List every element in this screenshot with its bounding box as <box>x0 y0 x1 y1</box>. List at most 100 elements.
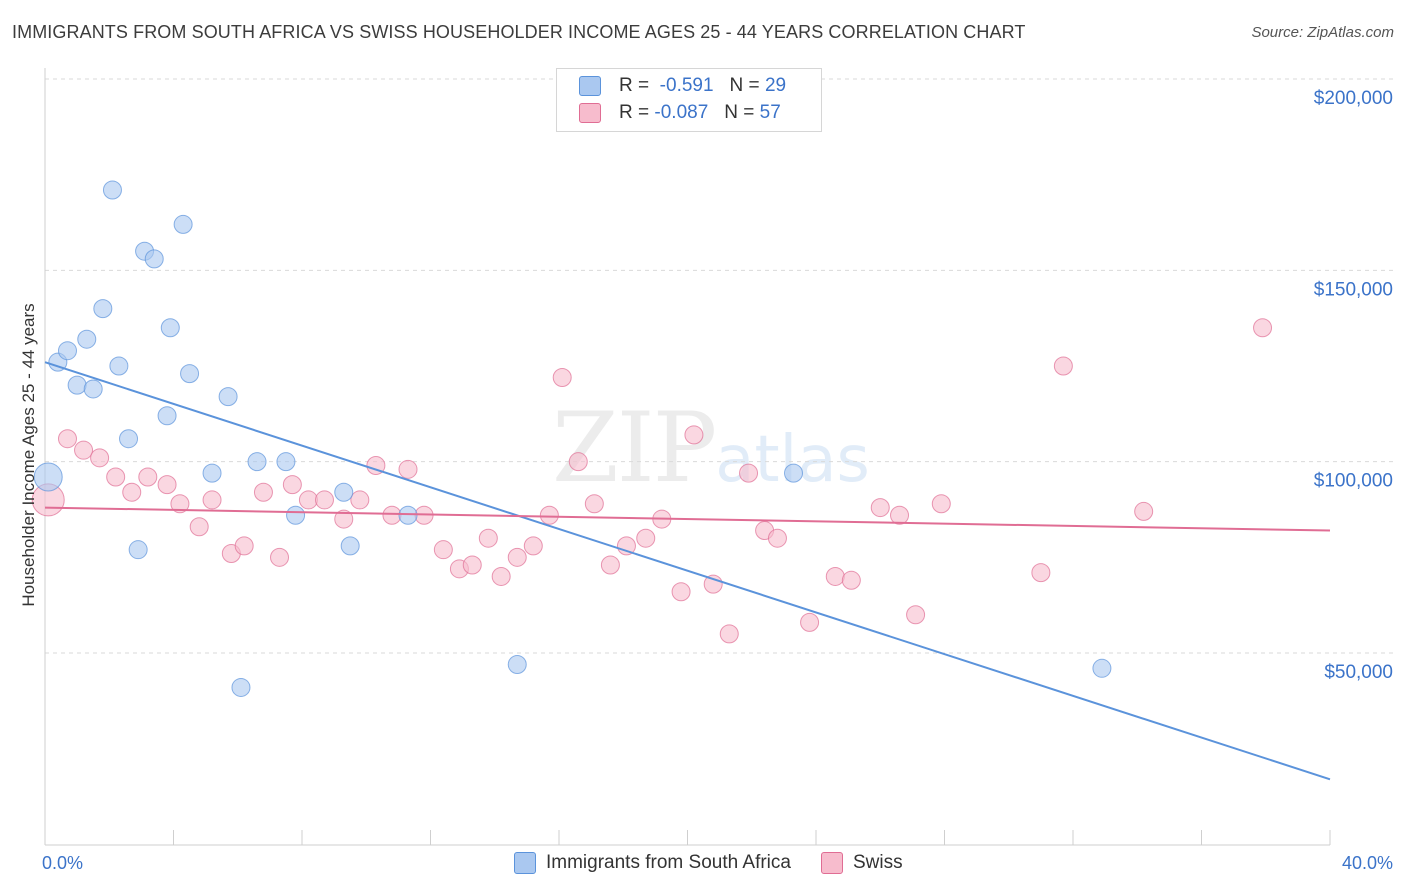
data-point <box>462 555 482 575</box>
data-point <box>334 482 354 502</box>
data-point <box>398 459 418 479</box>
data-point <box>382 505 402 525</box>
legend-r-label: R = <box>619 102 650 123</box>
data-point <box>568 452 588 472</box>
data-point <box>202 463 222 483</box>
data-point <box>1253 318 1273 338</box>
data-point <box>57 429 77 449</box>
x-tick-label: 0.0% <box>42 853 83 873</box>
legend-row-swiss: R = -0.087 N = 57 <box>579 100 781 126</box>
data-point <box>93 299 113 319</box>
y-tick-label: $50,000 <box>1324 662 1393 683</box>
data-point <box>157 406 177 426</box>
legend-n-label: N = <box>729 75 760 96</box>
data-point <box>507 654 527 674</box>
legend-r-label: R = <box>619 75 650 96</box>
chart-title: IMMIGRANTS FROM SOUTH AFRICA VS SWISS HO… <box>12 22 1026 42</box>
data-point <box>552 367 572 387</box>
data-point <box>77 329 97 349</box>
data-point <box>800 612 820 632</box>
data-point <box>314 490 334 510</box>
data-point <box>600 555 620 575</box>
data-point <box>507 547 527 567</box>
data-point <box>282 475 302 495</box>
watermark-zip: ZIP <box>552 392 717 504</box>
data-point <box>128 540 148 560</box>
data-point <box>247 452 267 472</box>
series-label-swiss: Swiss <box>852 852 903 873</box>
data-point <box>270 547 290 567</box>
grid-lines <box>45 78 1395 654</box>
data-point <box>1092 658 1112 678</box>
watermark: ZIPatlas <box>552 392 870 504</box>
data-point <box>83 379 103 399</box>
data-point <box>138 467 158 487</box>
data-point <box>170 494 190 514</box>
data-point <box>584 494 604 514</box>
legend-r-value: -0.087 <box>654 102 709 123</box>
legend-n-value: 57 <box>759 102 781 123</box>
data-point <box>102 180 122 200</box>
data-point <box>57 341 77 361</box>
watermark-atlas: atlas <box>715 423 870 497</box>
trend-line <box>44 506 1331 532</box>
series-label-south-africa: Immigrants from South Africa <box>546 852 791 873</box>
data-point <box>74 440 94 460</box>
x-tick-label: 40.0% <box>1342 853 1393 873</box>
data-point <box>825 566 845 586</box>
data-point <box>870 498 890 518</box>
data-point <box>106 467 126 487</box>
data-point <box>144 249 164 269</box>
legend-n-value: 29 <box>764 75 787 96</box>
data-point <box>739 463 759 483</box>
data-point <box>231 677 251 697</box>
data-point <box>234 536 254 556</box>
data-point <box>684 425 704 445</box>
x-tick-labels: 0.0% 40.0% <box>42 853 1393 873</box>
series-swatch-south-africa <box>514 852 536 874</box>
data-point <box>160 318 180 338</box>
data-point <box>784 463 804 483</box>
legend-row-south-africa: R = -0.591 N = 29 <box>579 73 786 99</box>
legend-n-label: N = <box>724 102 755 123</box>
data-point <box>67 375 87 395</box>
trend-lines <box>44 361 1331 781</box>
axes <box>44 68 1331 846</box>
data-points <box>31 180 1273 697</box>
data-point <box>180 364 200 384</box>
y-tick-label: $200,000 <box>1314 88 1393 109</box>
data-point <box>157 475 177 495</box>
data-point <box>767 528 787 548</box>
data-point <box>33 462 63 492</box>
data-point <box>189 517 209 537</box>
series-legend-swiss[interactable]: Swiss <box>820 852 903 874</box>
data-point <box>841 570 861 590</box>
y-tick-label: $150,000 <box>1314 279 1393 300</box>
data-point <box>931 494 951 514</box>
legend-swatch-swiss <box>579 103 601 123</box>
data-point <box>1134 501 1154 521</box>
data-point <box>202 490 222 510</box>
data-point <box>286 505 306 525</box>
legend-swatch-south-africa <box>579 76 601 96</box>
data-point <box>523 536 543 556</box>
data-point <box>119 429 139 449</box>
series-legend-south-africa[interactable]: Immigrants from South Africa <box>514 852 791 874</box>
series-legend: Immigrants from South Africa Swiss <box>514 852 933 874</box>
legend-r-value: -0.591 <box>659 75 714 96</box>
data-point <box>334 509 354 529</box>
series-swatch-swiss <box>820 852 843 874</box>
data-point <box>491 566 511 586</box>
data-point <box>340 536 360 556</box>
data-point <box>218 387 238 407</box>
data-point <box>433 540 453 560</box>
data-point <box>719 624 739 644</box>
data-point <box>636 528 656 548</box>
correlation-legend: R = -0.591 N = 29 R = -0.087 N = 57 <box>556 68 822 132</box>
data-point <box>1031 563 1051 583</box>
data-point <box>350 490 370 510</box>
data-point <box>298 490 318 510</box>
data-point <box>90 448 110 468</box>
data-point <box>890 505 910 525</box>
